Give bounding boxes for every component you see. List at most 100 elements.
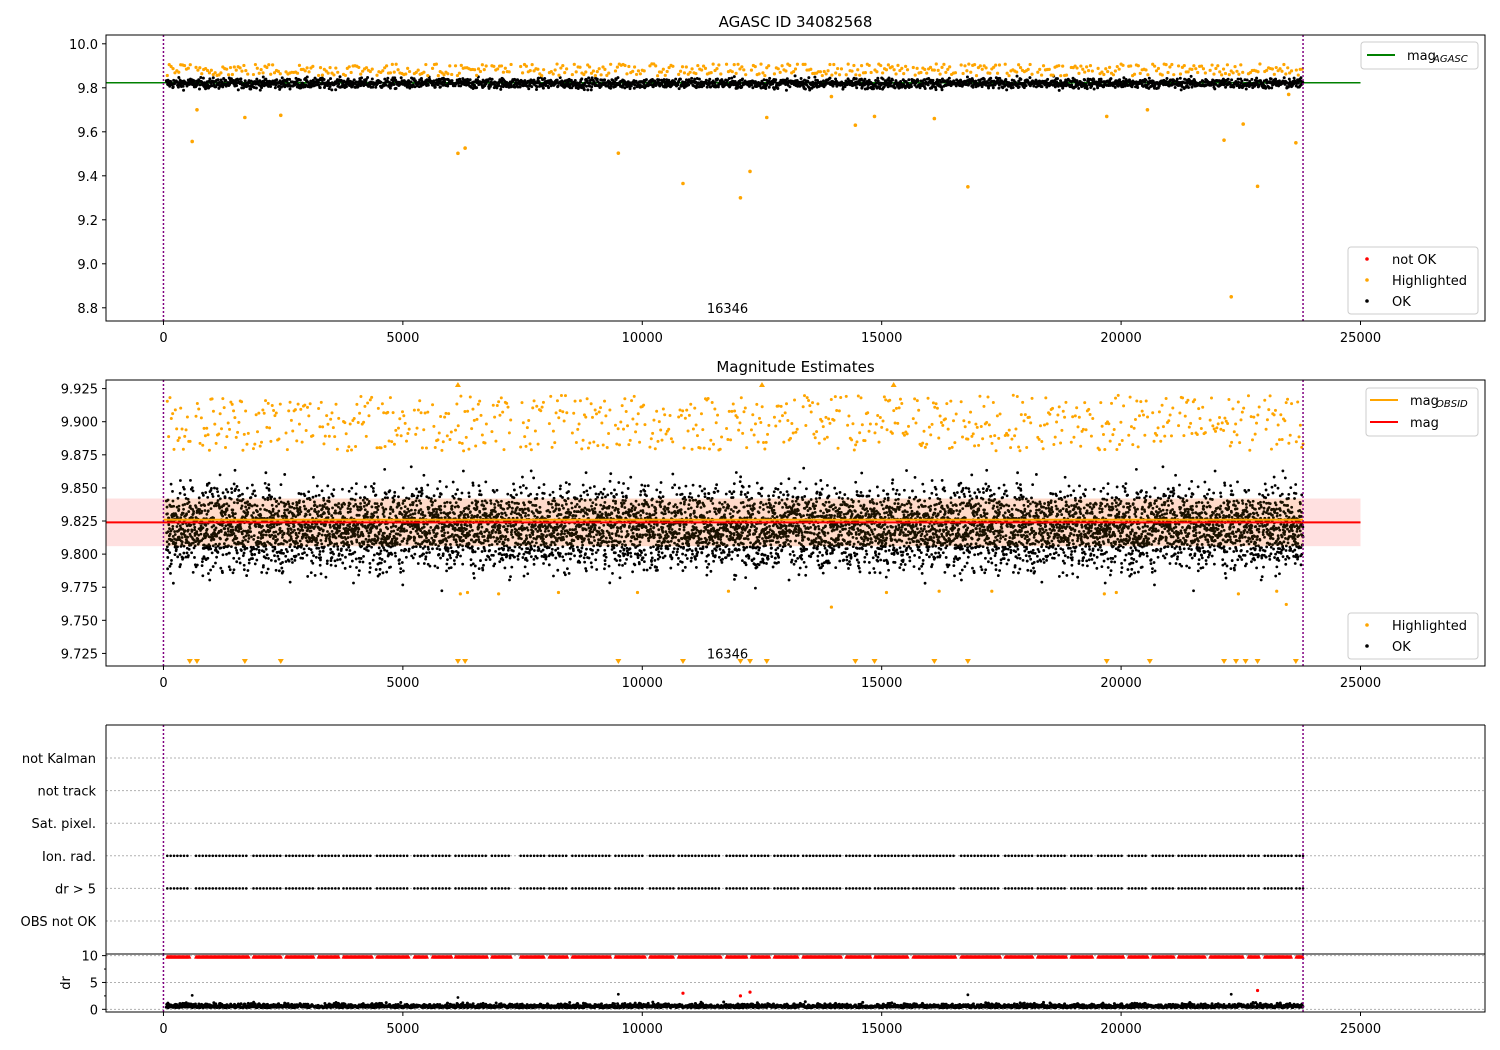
ok-point — [366, 549, 370, 553]
ok-point — [371, 558, 375, 562]
ok-point — [172, 504, 176, 508]
ok-point — [1040, 85, 1044, 89]
highlighted-point — [856, 68, 860, 72]
highlighted-point — [1199, 64, 1204, 68]
ok-point — [1175, 77, 1179, 81]
ok-point — [438, 85, 442, 89]
ok-point — [192, 512, 195, 515]
highlighted-point — [1182, 64, 1186, 68]
ok-point — [500, 79, 504, 83]
ok-point — [246, 569, 250, 572]
highlighted-point — [272, 71, 277, 75]
outlier-point — [190, 139, 194, 144]
highlighted-point — [613, 69, 618, 73]
ok-point — [381, 571, 385, 575]
x-tick-label: 25000 — [1340, 331, 1381, 346]
ok-point — [1189, 74, 1193, 78]
highlighted-point — [980, 67, 984, 71]
highlighted-point — [822, 69, 826, 74]
ok-point — [217, 494, 220, 498]
ok-point — [368, 570, 372, 574]
highlighted-point — [717, 63, 721, 67]
highlighted-point — [1190, 67, 1194, 72]
ok-point — [165, 545, 169, 549]
ok-point — [1017, 79, 1021, 83]
ok-point — [269, 85, 273, 89]
ok-point — [165, 505, 169, 509]
ok-point — [329, 547, 333, 551]
highlighted-point — [332, 73, 336, 77]
highlighted-point — [217, 73, 221, 77]
highlighted-point — [324, 69, 328, 73]
ok-point — [1292, 76, 1296, 80]
highlighted-point — [1005, 71, 1009, 75]
ok-point — [676, 83, 680, 87]
highlighted-point — [597, 67, 601, 71]
highlighted-point — [430, 66, 435, 70]
ok-point — [305, 75, 309, 79]
ok-point — [297, 552, 301, 556]
outlier-point — [278, 113, 283, 118]
ok-point — [169, 571, 172, 575]
highlighted-point — [684, 65, 688, 69]
ok-point — [871, 87, 875, 91]
highlighted-point — [742, 68, 746, 72]
ok-point — [207, 481, 211, 485]
ok-point — [828, 76, 832, 80]
ok-point — [352, 581, 355, 585]
ok-point — [923, 78, 927, 82]
ok-point — [269, 558, 273, 562]
ok-point — [403, 83, 407, 87]
ok-point — [785, 77, 789, 81]
ok-point — [212, 524, 216, 527]
highlighted-point — [1282, 62, 1286, 67]
ok-point — [909, 85, 913, 89]
x-tick-label: 5000 — [386, 331, 419, 346]
ok-point — [317, 493, 321, 497]
ok-point — [249, 87, 253, 91]
ok-point — [358, 560, 362, 564]
ok-point — [368, 566, 372, 570]
ok-point — [697, 77, 701, 81]
ok-point — [261, 75, 265, 79]
ok-point — [197, 533, 201, 537]
ok-point — [201, 574, 205, 578]
ok-point — [318, 550, 322, 553]
ok-point — [181, 511, 185, 515]
ok-point — [1267, 86, 1271, 90]
highlighted-point — [584, 70, 588, 74]
ok-point — [416, 494, 420, 498]
ok-point — [182, 544, 186, 548]
ok-point — [249, 496, 253, 499]
highlighted-point — [182, 63, 187, 68]
ok-point — [432, 79, 436, 83]
ok-point — [940, 88, 944, 92]
ok-point — [751, 86, 755, 90]
ok-point — [307, 490, 311, 494]
outlier-point — [1104, 114, 1109, 119]
ok-point — [374, 493, 378, 497]
highlighted-point — [565, 67, 569, 71]
ok-point — [183, 529, 187, 533]
highlighted-point — [582, 72, 586, 77]
ok-point — [208, 77, 212, 81]
highlighted-point — [1100, 70, 1104, 74]
highlighted-point — [719, 72, 723, 76]
ok-point — [987, 86, 991, 90]
ok-point — [208, 578, 212, 582]
highlighted-point — [738, 67, 742, 71]
highlighted-point — [902, 72, 906, 76]
ok-point — [313, 573, 317, 577]
highlighted-point — [896, 63, 900, 67]
ok-point — [230, 491, 234, 494]
ok-point — [1270, 86, 1274, 90]
highlighted-point — [246, 72, 250, 76]
ok-point — [416, 562, 420, 565]
highlighted-point — [555, 62, 559, 66]
ok-point — [1144, 78, 1148, 82]
ok-point — [357, 569, 361, 573]
highlighted-point — [528, 68, 532, 73]
ok-point — [776, 86, 780, 90]
ok-point — [339, 78, 343, 82]
highlighted-point — [370, 67, 374, 71]
